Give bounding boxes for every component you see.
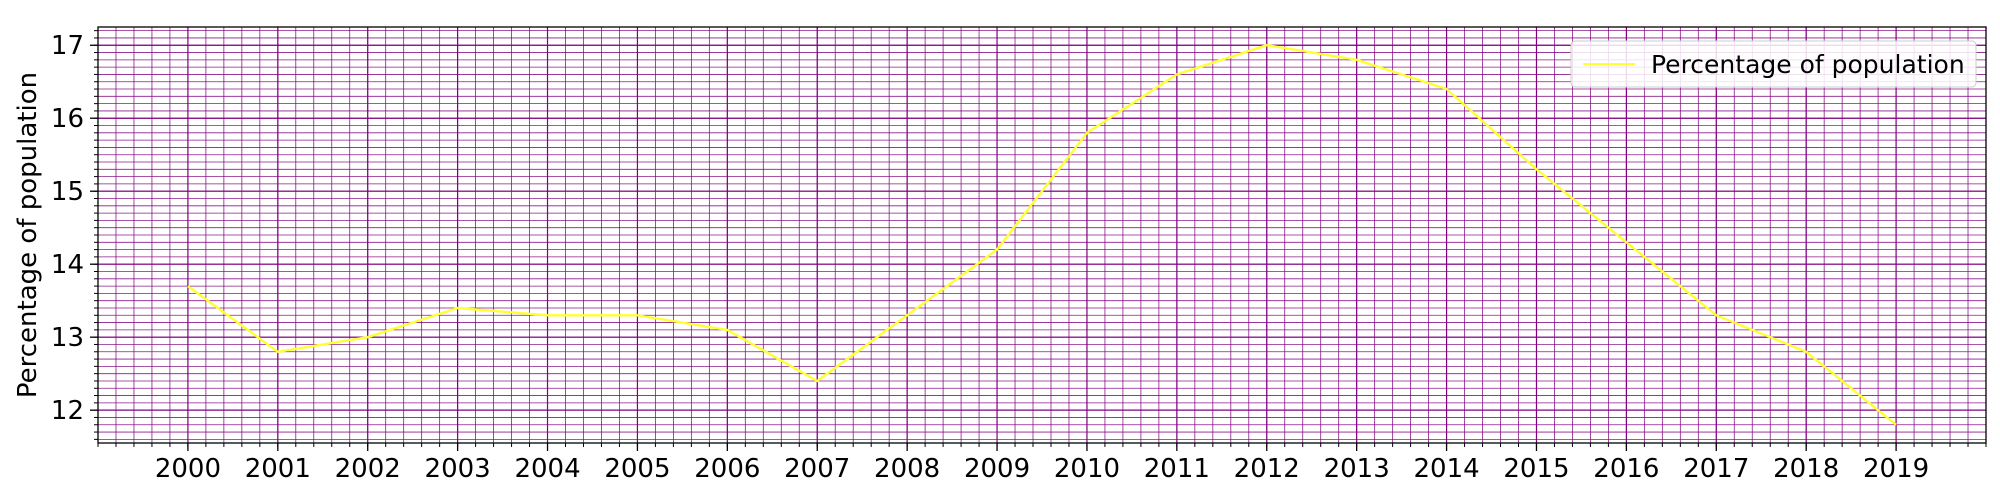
- x-tick-label: 2019: [1863, 454, 1929, 484]
- x-tick-label: 2012: [1234, 454, 1300, 484]
- x-tick-label: 2013: [1324, 454, 1390, 484]
- y-tick-label: 16: [51, 104, 84, 134]
- x-tick-label: 2000: [155, 454, 221, 484]
- x-tick-label: 2018: [1773, 454, 1839, 484]
- x-tick-label: 2006: [694, 454, 760, 484]
- axis-ticks: 2000 2001 2002 2003 2004 2005 2006 2007 2008 2009…: [51, 31, 1986, 484]
- y-axis-label: Percentage of population: [13, 72, 43, 398]
- legend-entry-label: Percentage of population: [1651, 50, 1965, 79]
- x-tick-label: 2011: [1144, 454, 1210, 484]
- x-tick-label: 2015: [1503, 454, 1569, 484]
- x-tick-label: 2003: [425, 454, 491, 484]
- y-tick-label: 12: [51, 396, 84, 426]
- grid: [98, 27, 1986, 443]
- x-tick-label: 2002: [335, 454, 401, 484]
- x-tick-label: 2007: [784, 454, 850, 484]
- y-tick-label: 13: [51, 323, 84, 353]
- y-tick-label: 15: [51, 177, 84, 207]
- legend: Percentage of population: [1571, 41, 1976, 87]
- x-tick-label: 2017: [1683, 454, 1749, 484]
- x-tick-label: 2001: [245, 454, 311, 484]
- x-tick-label: 2008: [874, 454, 940, 484]
- x-tick-label: 2010: [1054, 454, 1120, 484]
- y-tick-label: 14: [51, 250, 84, 280]
- y-tick-label: 17: [51, 31, 84, 61]
- x-tick-label: 2016: [1593, 454, 1659, 484]
- x-tick-label: 2005: [604, 454, 670, 484]
- x-tick-label: 2009: [964, 454, 1030, 484]
- x-tick-label: 2014: [1413, 454, 1479, 484]
- x-tick-label: 2004: [514, 454, 580, 484]
